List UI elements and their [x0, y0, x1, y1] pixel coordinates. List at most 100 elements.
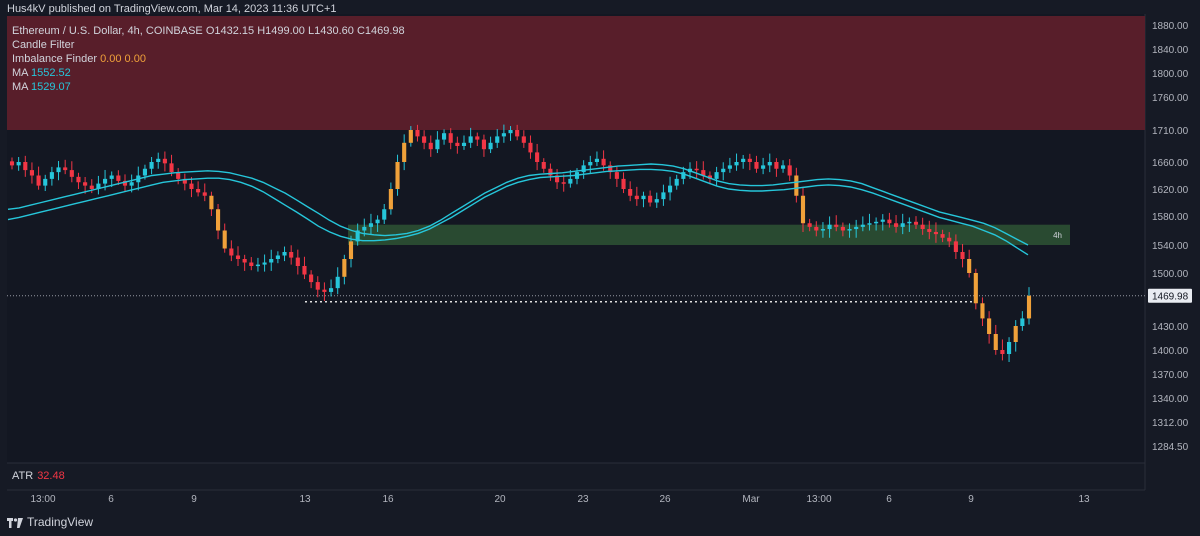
candle-body [780, 165, 786, 169]
candle-body [169, 163, 174, 173]
candle-body [694, 168, 699, 171]
candle-body [900, 223, 905, 227]
symbol-row: Ethereum / U.S. Dollar, 4h, COINBASE O 14… [12, 24, 405, 38]
candle-body [548, 168, 553, 176]
price-tick-label: 1312.00 [1152, 418, 1189, 429]
candle-body [348, 241, 354, 259]
low-value: 1430.60 [314, 25, 354, 37]
candle-body [275, 255, 280, 259]
candle-body [554, 175, 560, 183]
candle-body [109, 175, 114, 179]
candle-body [249, 262, 254, 266]
indicator-imbalance-finder[interactable]: Imbalance Finder 0.00 0.00 [12, 52, 405, 66]
indicator-ma-1[interactable]: MA 1552.52 [12, 66, 405, 80]
close-value: 1469.98 [364, 25, 405, 37]
candle-body [648, 195, 653, 203]
candle-body [242, 259, 247, 263]
candle-body [820, 229, 826, 231]
candle-body [142, 168, 148, 176]
candle-body [395, 162, 400, 189]
candle-body [707, 175, 713, 179]
candle-body [847, 229, 852, 231]
candle-body [621, 178, 626, 189]
candle-body [588, 162, 593, 166]
time-tick-label: 13 [299, 494, 311, 505]
imbalance-value-1: 0.00 [100, 53, 122, 65]
price-tick-label: 1760.00 [1152, 93, 1189, 104]
candle-body [860, 224, 865, 227]
high-label: H [257, 25, 266, 37]
imbalance-label: Imbalance Finder [12, 53, 97, 65]
candle-body [774, 162, 779, 169]
candle-body [721, 168, 726, 173]
candle-body [807, 223, 812, 227]
demand-zone [348, 224, 1070, 245]
candle-body [422, 136, 427, 143]
candle-body [56, 167, 61, 173]
atr-legend[interactable]: ATR 32.48 [12, 470, 65, 482]
price-tick-label: 1880.00 [1152, 21, 1189, 32]
price-tick-label: 1660.00 [1152, 158, 1189, 169]
demand-zone-label: 4h [1053, 231, 1062, 240]
indicator-candle-filter[interactable]: Candle Filter [12, 38, 405, 52]
candle-body [129, 182, 134, 186]
candle-body [767, 162, 772, 166]
candle-body [209, 195, 214, 210]
time-tick-label: 26 [659, 494, 671, 505]
candle-body [89, 185, 94, 189]
time-tick-label: 13 [1078, 494, 1090, 505]
candle-body [235, 255, 241, 259]
candle-body [435, 139, 440, 150]
symbol-label[interactable]: Ethereum / U.S. Dollar, 4h, COINBASE [12, 25, 203, 37]
candle-body [933, 231, 939, 235]
candle-body [681, 172, 686, 179]
tradingview-brand[interactable]: TradingView [7, 515, 93, 529]
candle-body [415, 130, 420, 137]
price-tick-label: 1284.50 [1152, 442, 1189, 453]
candle-body [727, 165, 732, 169]
candle-body [488, 142, 493, 150]
candle-body [322, 289, 327, 292]
price-tick-label: 1800.00 [1152, 69, 1189, 80]
candle-body [535, 152, 540, 162]
candle-body [814, 226, 819, 231]
candle-body [176, 172, 181, 179]
candle-body [927, 229, 932, 232]
current-price-tag-label: 1469.98 [1152, 292, 1189, 303]
time-tick-label: Mar [742, 494, 760, 505]
candle-body [734, 162, 739, 166]
candle-body [747, 158, 752, 162]
candle-body [947, 237, 952, 242]
candle-body [1000, 350, 1005, 354]
candle-body [714, 172, 719, 179]
candle-body [521, 136, 526, 143]
ma1-value: 1552.52 [30, 67, 71, 79]
candle-body [674, 178, 679, 186]
candle-body [355, 230, 360, 242]
candle-body [382, 209, 387, 220]
indicator-ma-2[interactable]: MA 1529.07 [12, 80, 405, 94]
price-tick-label: 1400.00 [1152, 346, 1189, 357]
candle-body [667, 185, 673, 193]
candle-body [528, 142, 533, 153]
candle-body [102, 178, 108, 184]
candle-body [441, 133, 447, 140]
candle-body [854, 226, 859, 230]
candle-body [29, 170, 35, 176]
candle-body [741, 158, 746, 162]
candle-body [960, 252, 965, 259]
candle-body [993, 334, 998, 350]
candle-body [481, 139, 487, 150]
candle-body [335, 276, 340, 289]
candle-body [215, 209, 221, 231]
candle-body [43, 178, 48, 186]
candle-body [36, 175, 41, 186]
candle-body [262, 262, 267, 265]
atr-label: ATR [12, 470, 34, 482]
candle-body [980, 303, 985, 319]
open-label: O [205, 25, 215, 37]
candle-body [787, 165, 792, 176]
candle-body [96, 183, 101, 189]
candle-body [69, 170, 74, 177]
